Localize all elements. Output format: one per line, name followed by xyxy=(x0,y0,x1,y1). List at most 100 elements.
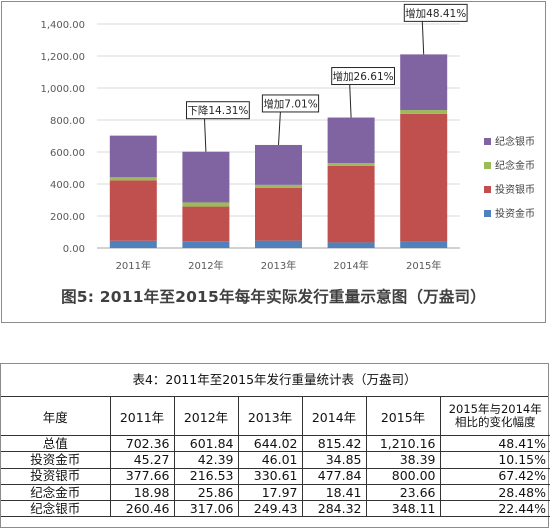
table-cell: 18.98 xyxy=(109,483,175,502)
callout-box xyxy=(261,94,320,113)
bar-segment xyxy=(400,110,448,114)
table-cell: 17.97 xyxy=(237,483,303,502)
table-cell: 800.00 xyxy=(365,467,441,485)
table-row: 纪念金币 18.98 25.86 17.97 18.41 23.66 28.48… xyxy=(1,483,550,502)
bar-segment xyxy=(327,163,375,166)
y-tick-label: 1,000.00 xyxy=(40,84,85,95)
table-cell: 23.66 xyxy=(365,483,441,502)
table-cell: 377.66 xyxy=(109,467,175,485)
table-cell: 34.85 xyxy=(301,451,367,469)
row-label: 纪念银币 xyxy=(1,500,111,518)
table-cell: 348.11 xyxy=(365,500,441,518)
table-row: 纪念银币 260.46 317.06 249.43 284.32 348.11 … xyxy=(1,500,550,518)
bar-segment xyxy=(327,117,375,164)
table-row: 投资银币 377.66 216.53 330.61 477.84 800.00 … xyxy=(1,467,550,485)
table-cell: 10.15% xyxy=(439,451,550,469)
header-year: 年度 xyxy=(1,397,111,436)
stats-table: 年度 2011年 2012年 2013年 2014年 2015年 2015年与2… xyxy=(1,397,550,518)
table-header-row: 年度 2011年 2012年 2013年 2014年 2015年 2015年与2… xyxy=(1,397,550,436)
bar-segment xyxy=(255,187,302,241)
table-row: 总值 702.36 601.84 644.02 815.42 1,210.16 … xyxy=(1,434,550,453)
y-tick-label: 0.00 xyxy=(63,244,85,255)
table-cell: 46.01 xyxy=(237,451,303,469)
legend-label: 投资银币 xyxy=(495,183,535,196)
table-cell: 216.53 xyxy=(173,467,239,485)
legend-swatch xyxy=(484,138,491,145)
table-cell: 18.41 xyxy=(301,483,367,502)
legend-swatch xyxy=(484,186,491,193)
bar-segment xyxy=(400,113,448,242)
header-2015: 2015年 xyxy=(365,397,441,436)
table-cell: 284.32 xyxy=(301,500,367,518)
callout-box xyxy=(331,67,396,86)
table-cell: 260.46 xyxy=(109,500,175,518)
chart-figure: 0.00 200.00 400.00 600.00 800.00 1,000.00 1,20… xyxy=(1,1,546,323)
x-tick-label: 2012年 xyxy=(188,259,223,272)
chart-caption: 图5: 2011年至2015年每年实际发行重量示意图（万盎司） xyxy=(61,288,486,306)
row-label: 投资金币 xyxy=(1,451,111,469)
bar-segment xyxy=(182,202,230,207)
table-cell: 28.48% xyxy=(439,483,550,502)
header-2011: 2011年 xyxy=(109,397,175,436)
header-2012: 2012年 xyxy=(173,397,239,436)
callout-box xyxy=(186,101,250,120)
row-label: 总值 xyxy=(1,434,111,453)
stats-table-container: 表4：2011年至2015年发行重量统计表（万盎司） 年度 2011年 2012… xyxy=(0,363,550,528)
table-cell: 1,210.16 xyxy=(365,434,441,453)
callout-text: 下降14.31% xyxy=(187,104,248,117)
bar-segment xyxy=(182,206,230,242)
x-tick-label: 2014年 xyxy=(333,259,368,272)
legend-swatch xyxy=(484,210,491,217)
callout-pointer xyxy=(349,84,352,118)
bar-segment xyxy=(109,180,157,241)
y-tick-label: 1,200.00 xyxy=(40,52,85,63)
table-cell: 25.86 xyxy=(173,483,239,502)
legend-swatch xyxy=(484,162,491,169)
header-change: 2015年与2014年相比的变化幅度 xyxy=(439,397,550,436)
bar-segment xyxy=(109,240,157,248)
y-tick-label: 600.00 xyxy=(50,148,85,159)
table-cell: 477.84 xyxy=(301,467,367,485)
table-cell: 702.36 xyxy=(109,434,175,453)
y-tick-label: 200.00 xyxy=(50,212,85,223)
callout-box xyxy=(403,3,468,22)
table-cell: 249.43 xyxy=(237,500,303,518)
bar-segment xyxy=(109,135,157,178)
table-cell: 22.44% xyxy=(439,500,550,518)
callout-text: 增加26.61% xyxy=(333,70,394,83)
table-cell: 67.42% xyxy=(439,467,550,485)
callout-pointer xyxy=(278,111,281,145)
bar-segment xyxy=(182,151,230,203)
bar-segment xyxy=(400,54,448,111)
callout-pointer xyxy=(421,21,425,55)
table-cell: 48.41% xyxy=(439,434,550,453)
table-cell: 815.42 xyxy=(301,434,367,453)
table-title: 表4：2011年至2015年发行重量统计表（万盎司） xyxy=(1,364,548,397)
table-cell: 601.84 xyxy=(173,434,239,453)
callout-text: 增加48.41% xyxy=(405,7,466,20)
legend-label: 投资金币 xyxy=(495,207,535,220)
table-cell: 317.06 xyxy=(173,500,239,518)
header-2013: 2013年 xyxy=(237,397,303,436)
x-tick-label: 2011年 xyxy=(116,259,151,272)
header-2014: 2014年 xyxy=(301,397,367,436)
table-row: 投资金币 45.27 42.39 46.01 34.85 38.39 10.15… xyxy=(1,451,550,469)
legend-label: 纪念金币 xyxy=(495,159,535,172)
table-cell: 42.39 xyxy=(173,451,239,469)
x-tick-label: 2015年 xyxy=(406,259,441,272)
y-tick-label: 400.00 xyxy=(50,180,85,191)
row-label: 纪念金币 xyxy=(1,483,111,502)
table-cell: 330.61 xyxy=(237,467,303,485)
y-tick-label: 800.00 xyxy=(50,116,85,127)
bar-segment xyxy=(400,241,448,248)
callout-pointer xyxy=(204,118,207,152)
stacked-bar-chart: 0.00 200.00 400.00 600.00 800.00 1,000.00 1,20… xyxy=(40,3,535,272)
y-tick-label: 1,400.00 xyxy=(40,20,85,31)
bar-segment xyxy=(327,165,375,243)
row-label: 投资银币 xyxy=(1,467,111,485)
callout-text: 增加7.01% xyxy=(263,97,317,110)
table-cell: 644.02 xyxy=(237,434,303,453)
bar-segment xyxy=(255,184,302,188)
bar-segment xyxy=(182,241,230,248)
bar-segment xyxy=(255,144,302,185)
